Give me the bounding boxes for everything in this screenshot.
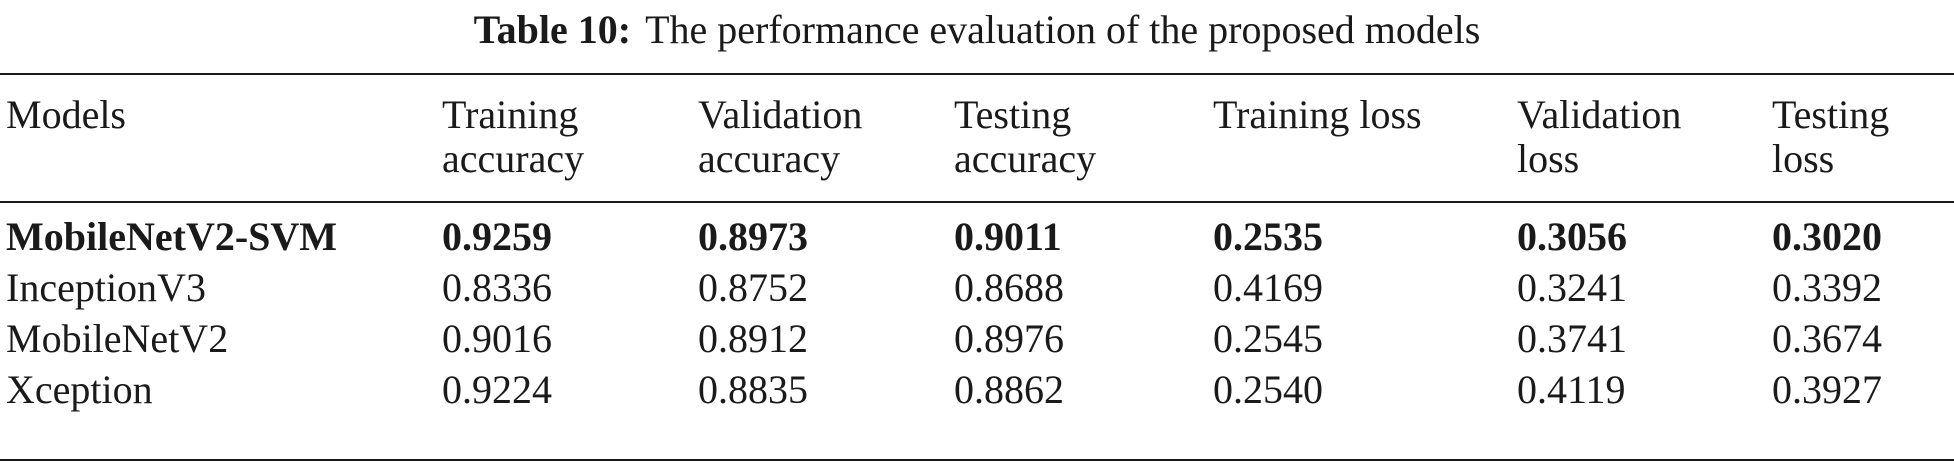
table-top-rule xyxy=(0,73,1954,75)
cell-model-name: MobileNetV2-SVM xyxy=(6,214,338,259)
table-caption-text: The performance evaluation of the propos… xyxy=(645,6,1481,52)
header-testing-loss: Testing loss xyxy=(1772,92,1890,181)
cell-validation-loss: 0.3241 xyxy=(1517,265,1627,310)
cell-validation-loss: 0.3056 xyxy=(1517,214,1627,259)
cell-model-name: MobileNetV2 xyxy=(6,316,229,361)
cell-validation-accuracy: 0.8973 xyxy=(698,214,808,259)
header-training-loss: Training loss xyxy=(1213,92,1422,137)
table-row: Xception 0.9224 0.8835 0.8862 0.2540 0.4119 0.… xyxy=(0,364,1954,416)
header-validation-accuracy: Validation accuracy xyxy=(698,92,863,181)
cell-training-accuracy: 0.9016 xyxy=(442,316,552,361)
cell-validation-loss: 0.4119 xyxy=(1517,367,1626,412)
cell-training-loss: 0.2535 xyxy=(1213,214,1323,259)
cell-testing-loss: 0.3674 xyxy=(1772,316,1882,361)
cell-validation-accuracy: 0.8912 xyxy=(698,316,808,361)
cell-model-name: Xception xyxy=(6,367,153,412)
cell-testing-loss: 0.3392 xyxy=(1772,265,1882,310)
cell-testing-accuracy: 0.9011 xyxy=(954,214,1062,259)
table-header-rule xyxy=(0,201,1954,203)
header-training-accuracy: Training accuracy xyxy=(442,92,585,181)
table-row: InceptionV3 0.8336 0.8752 0.8688 0.4169 0.324… xyxy=(0,262,1954,314)
header-validation-loss: Validation loss xyxy=(1517,92,1682,181)
cell-testing-loss: 0.3927 xyxy=(1772,367,1882,412)
table-caption: Table 10: The performance evaluation of … xyxy=(0,0,1954,58)
cell-testing-accuracy: 0.8976 xyxy=(954,316,1064,361)
table-row: MobileNetV2 0.9016 0.8912 0.8976 0.2545 0.374… xyxy=(0,313,1954,365)
cell-validation-accuracy: 0.8752 xyxy=(698,265,808,310)
cell-training-accuracy: 0.9259 xyxy=(442,214,552,259)
cell-validation-loss: 0.3741 xyxy=(1517,316,1627,361)
table-caption-label: Table 10: xyxy=(473,6,632,52)
cell-model-name: InceptionV3 xyxy=(6,265,206,310)
cell-training-loss: 0.2545 xyxy=(1213,316,1323,361)
cell-training-accuracy: 0.9224 xyxy=(442,367,552,412)
cell-testing-accuracy: 0.8862 xyxy=(954,367,1064,412)
table-row: MobileNetV2-SVM 0.9259 0.8973 0.9011 0.2535 0… xyxy=(0,211,1954,263)
cell-testing-accuracy: 0.8688 xyxy=(954,265,1064,310)
table-bottom-rule xyxy=(0,459,1954,461)
header-models: Models xyxy=(6,92,126,137)
cell-training-accuracy: 0.8336 xyxy=(442,265,552,310)
cell-training-loss: 0.2540 xyxy=(1213,367,1323,412)
header-testing-accuracy: Testing accuracy xyxy=(954,92,1097,181)
cell-validation-accuracy: 0.8835 xyxy=(698,367,808,412)
cell-training-loss: 0.4169 xyxy=(1213,265,1323,310)
cell-testing-loss: 0.3020 xyxy=(1772,214,1882,259)
